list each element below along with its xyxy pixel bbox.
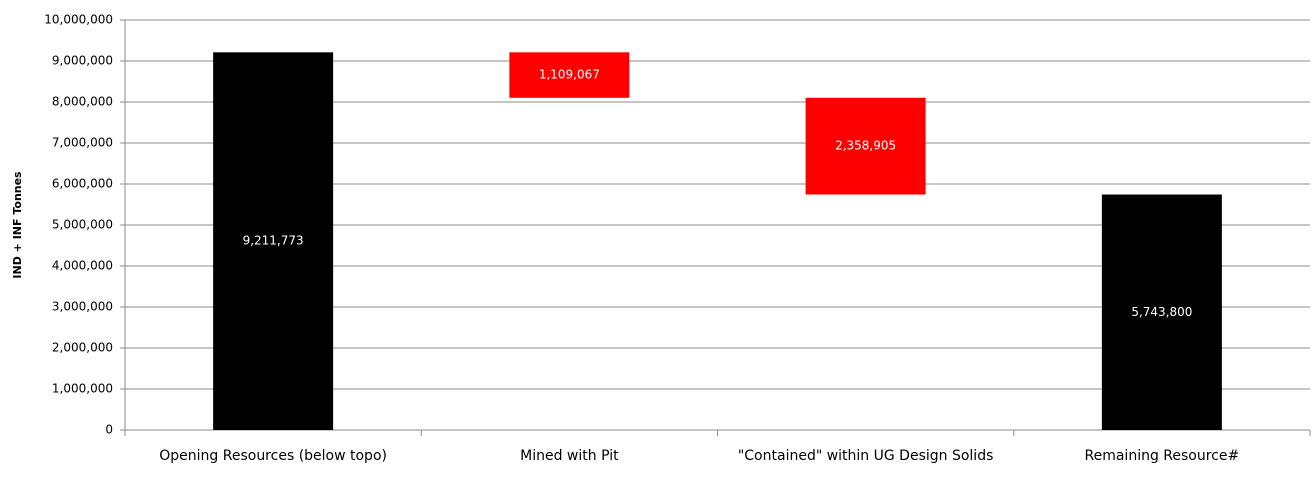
value-label: 9,211,773 xyxy=(243,234,304,248)
y-tick-label: 9,000,000 xyxy=(52,54,113,68)
bar xyxy=(213,52,334,430)
y-tick-label: 0 xyxy=(105,423,113,437)
x-tick-label: "Contained" within UG Design Solids xyxy=(737,448,994,464)
y-tick-label: 6,000,000 xyxy=(52,177,113,191)
y-tick-label: 2,000,000 xyxy=(52,341,113,355)
y-tick-label: 7,000,000 xyxy=(52,136,113,150)
y-tick-label: 5,000,000 xyxy=(52,218,113,232)
y-axis-label: IND + INF Tonnes xyxy=(11,171,24,279)
y-tick-label: 10,000,000 xyxy=(44,13,113,27)
y-tick-label: 3,000,000 xyxy=(52,300,113,314)
bar xyxy=(509,52,630,98)
x-tick-label: Mined with Pit xyxy=(520,448,619,464)
value-label: 5,743,800 xyxy=(1131,305,1192,319)
y-tick-label: 4,000,000 xyxy=(52,259,113,273)
x-tick-label: Remaining Resource# xyxy=(1084,448,1240,464)
value-label: 2,358,905 xyxy=(835,139,896,153)
bar xyxy=(1101,194,1222,430)
value-label: 1,109,067 xyxy=(539,68,600,82)
y-tick-label: 8,000,000 xyxy=(52,95,113,109)
bar xyxy=(805,97,926,195)
y-tick-label: 1,000,000 xyxy=(52,382,113,396)
x-tick-label: Opening Resources (below topo) xyxy=(159,448,387,464)
